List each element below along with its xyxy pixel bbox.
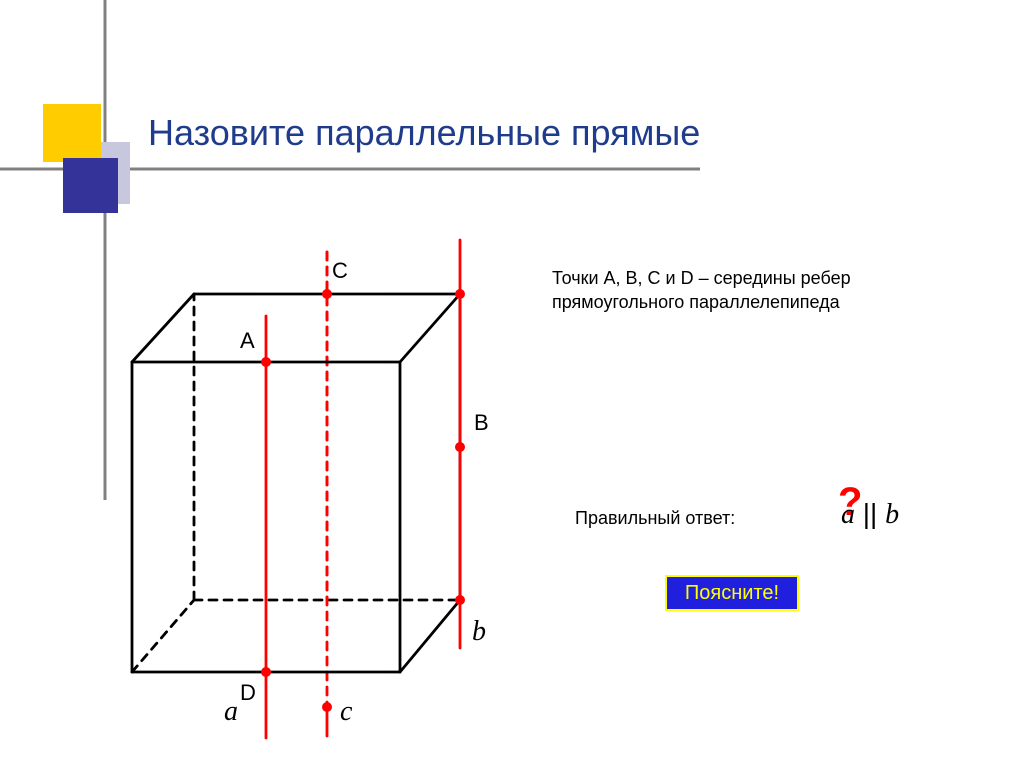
explain-button[interactable]: Поясните! xyxy=(665,575,799,611)
svg-text:c: c xyxy=(340,696,353,727)
answer-expression: a || b xyxy=(841,498,899,531)
svg-text:b: b xyxy=(472,616,486,647)
svg-text:A: A xyxy=(240,328,255,353)
svg-text:C: C xyxy=(332,258,348,283)
answer-label: Правильный ответ: xyxy=(575,508,735,529)
svg-text:B: B xyxy=(474,410,489,435)
svg-text:a: a xyxy=(224,696,238,727)
svg-text:D: D xyxy=(240,680,256,705)
slide-title: Назовите параллельные прямые xyxy=(148,112,700,154)
problem-text: Точки А, В, С и D – середины ребер прямо… xyxy=(552,266,912,315)
